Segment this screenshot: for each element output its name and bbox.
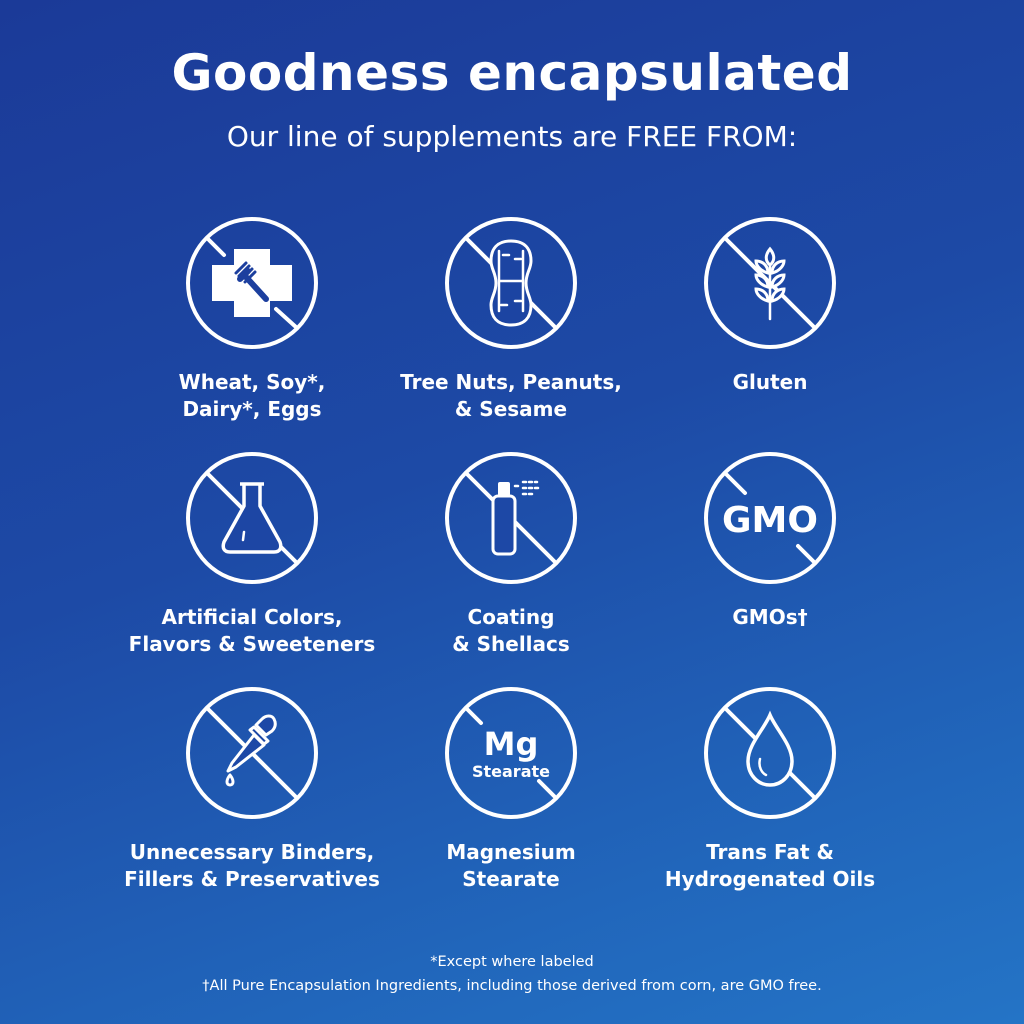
item-label: Trans Fat & Hydrogenated Oils xyxy=(664,840,876,891)
no-mg-stearate-icon: Mg Stearate xyxy=(445,687,577,819)
no-wheat-icon xyxy=(704,217,836,349)
free-from-item-allergens: Wheat, Soy*, Dairy*, Eggs xyxy=(102,215,402,423)
footnote-asterisk: *Except where labeled xyxy=(430,954,594,970)
free-from-item-nuts: Tree Nuts, Peanuts, & Sesame xyxy=(361,215,661,423)
page-subtitle: Our line of supplements are FREE FROM: xyxy=(226,120,798,153)
page-title: Goodness encapsulated xyxy=(171,44,853,102)
free-from-item-artificial: Artificial Colors, Flavors & Sweeteners xyxy=(102,450,402,658)
free-from-item-trans-fat: Trans Fat & Hydrogenated Oils xyxy=(620,685,920,893)
no-gmo-icon: GMO xyxy=(704,452,836,584)
footnote-dagger: †All Pure Encapsulation Ingredients, inc… xyxy=(202,978,822,994)
no-spray-bottle-icon xyxy=(445,452,577,584)
item-label: Coating & Shellacs xyxy=(452,605,570,656)
item-label: Gluten xyxy=(732,370,808,394)
free-from-item-binders: Unnecessary Binders, Fillers & Preservat… xyxy=(102,685,402,893)
item-label: Tree Nuts, Peanuts, & Sesame xyxy=(400,370,622,421)
mg-icon-text: Mg xyxy=(484,725,539,763)
item-label: GMOs† xyxy=(732,605,808,629)
item-label: Wheat, Soy*, Dairy*, Eggs xyxy=(178,370,326,421)
free-from-item-coating: Coating & Shellacs xyxy=(361,450,661,658)
item-label: Unnecessary Binders, Fillers & Preservat… xyxy=(124,840,380,891)
item-label: Magnesium Stearate xyxy=(446,840,576,891)
no-oil-drop-icon xyxy=(704,687,836,819)
free-from-item-gluten: Gluten xyxy=(620,215,920,396)
stearate-icon-text: Stearate xyxy=(472,762,550,781)
no-dropper-icon xyxy=(186,687,318,819)
item-label: Artificial Colors, Flavors & Sweeteners xyxy=(128,605,376,656)
no-flask-icon xyxy=(186,452,318,584)
free-from-item-mg-stearate: Mg Stearate Magnesium Stearate xyxy=(361,685,661,893)
gmo-icon-text: GMO xyxy=(722,500,818,541)
no-peanut-icon xyxy=(445,217,577,349)
no-allergen-cross-fork-icon xyxy=(186,217,318,349)
free-from-item-gmo: GMO GMOs† xyxy=(620,450,920,631)
